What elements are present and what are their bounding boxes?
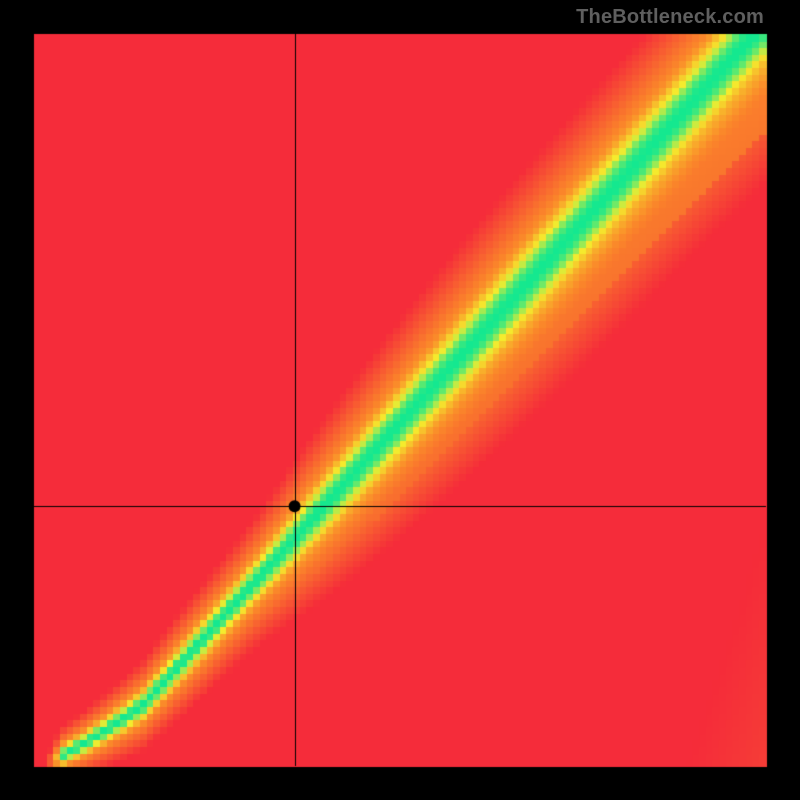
heatmap-canvas bbox=[0, 0, 800, 800]
watermark-label: TheBottleneck.com bbox=[576, 6, 764, 29]
bottleneck-chart: TheBottleneck.com bbox=[0, 0, 800, 800]
